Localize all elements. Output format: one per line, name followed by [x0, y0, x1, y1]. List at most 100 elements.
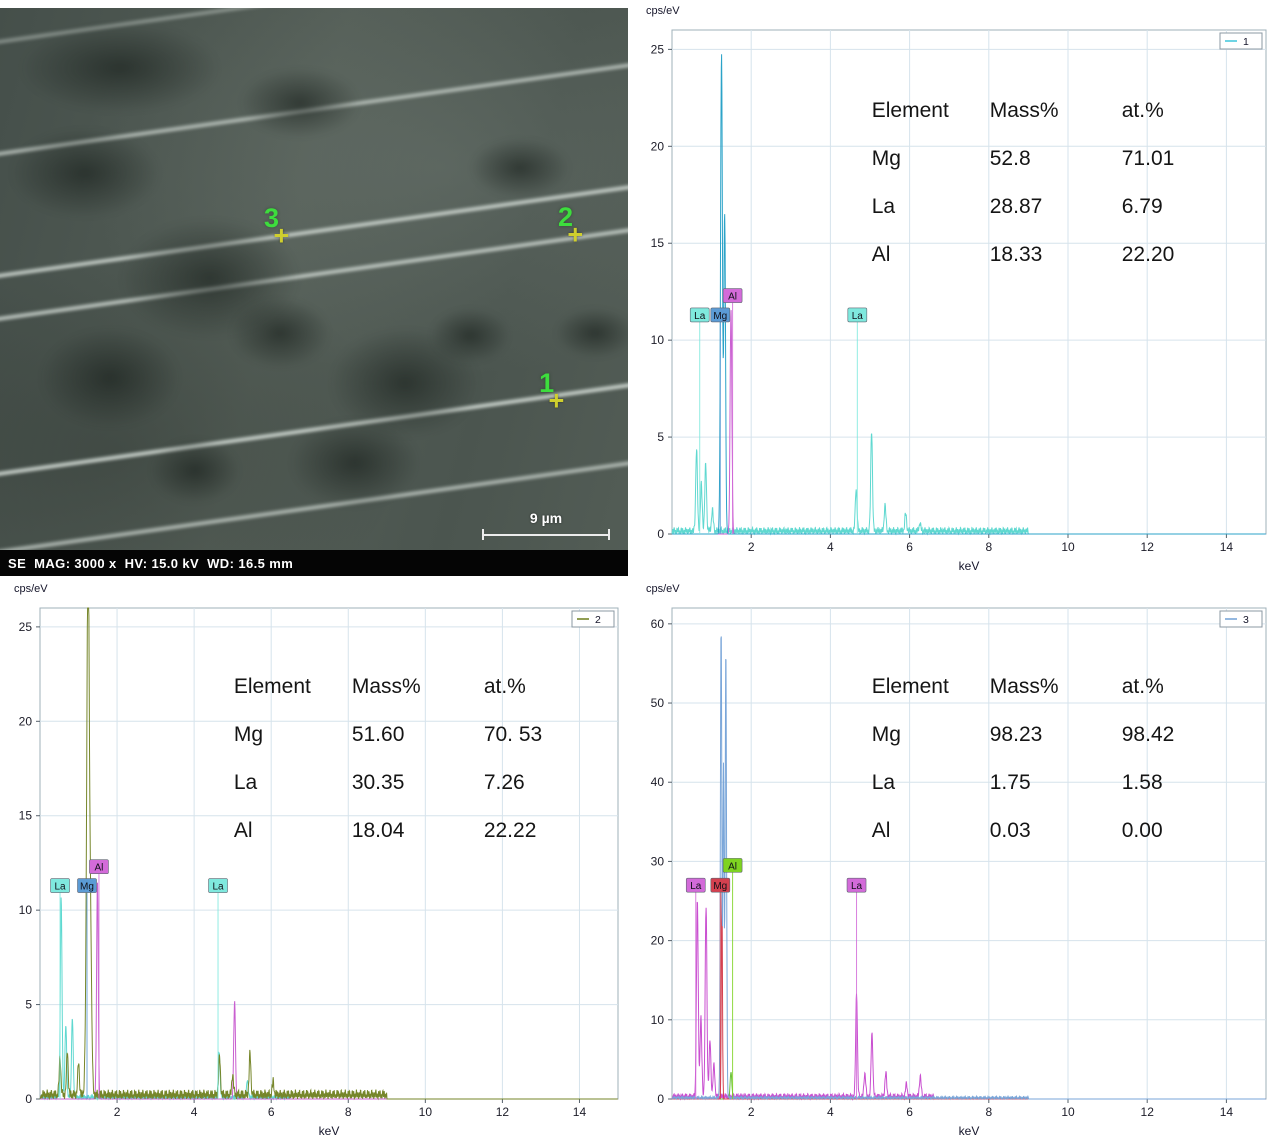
svg-text:5: 5	[657, 430, 664, 444]
sem-blotch	[290, 418, 420, 508]
svg-text:1: 1	[1243, 36, 1249, 48]
spectrum-series-Mg	[672, 54, 1266, 535]
svg-text:12: 12	[496, 1105, 510, 1119]
scale-line	[482, 529, 610, 540]
svg-text:8: 8	[985, 1105, 992, 1119]
table-cell: Al	[871, 818, 891, 842]
sem-blotch	[40, 328, 180, 428]
plot-area	[39, 607, 619, 1100]
svg-text:10: 10	[419, 1105, 433, 1119]
table-cell: 52.8	[989, 146, 1031, 170]
table-header-row: Element Mass% at.%	[872, 87, 1214, 135]
table-row: Mg 51.60 70. 53	[234, 711, 576, 759]
svg-text:La: La	[212, 882, 224, 893]
svg-text:Mg: Mg	[713, 311, 727, 322]
sem-blotch	[10, 128, 160, 218]
svg-text:25: 25	[19, 620, 33, 634]
sem-blotch	[20, 23, 220, 113]
composition-table: Element Mass% at.% Mg 98.23 98.42 La 1.75 1.58 Al…	[872, 663, 1214, 855]
svg-text:2: 2	[748, 1105, 755, 1119]
svg-text:6: 6	[268, 1105, 275, 1119]
svg-text:La: La	[694, 311, 706, 322]
table-cell: La	[871, 770, 896, 794]
svg-text:La: La	[690, 881, 702, 892]
y-axis-label: cps/eV	[14, 583, 48, 595]
svg-text:10: 10	[19, 903, 33, 917]
svg-text:14: 14	[573, 1105, 587, 1119]
table-header: Mass%	[989, 98, 1059, 122]
table-cell: 51.60	[351, 722, 405, 746]
svg-text:3: 3	[1243, 614, 1249, 626]
eds-chart-point-2: 2 4 6 8 10 12 14 0 5 10 15 20 25 cps/eV keV La Mg Al La 2 El…	[0, 578, 632, 1143]
sem-blotch	[555, 308, 628, 358]
gridlines	[672, 30, 1266, 534]
table-header: Mass%	[989, 674, 1059, 698]
table-header: at.%	[1121, 98, 1164, 122]
plot-area	[671, 607, 1267, 1100]
table-header: at.%	[483, 674, 526, 698]
table-row: Al 18.33 22.20	[872, 231, 1214, 279]
gridlines	[40, 608, 618, 1099]
svg-text:50: 50	[651, 696, 665, 710]
plot-area	[671, 29, 1267, 535]
table-cell: 28.87	[989, 194, 1043, 218]
svg-text:4: 4	[191, 1105, 198, 1119]
tick-labels: 2 4 6 8 10 12 14 0 5 10 15 20 25	[651, 42, 1234, 554]
legend: 1	[1219, 32, 1263, 50]
sem-status-bar: SE MAG: 3000 x HV: 15.0 kV WD: 16.5 mm	[0, 550, 628, 576]
svg-text:20: 20	[19, 714, 33, 728]
svg-text:25: 25	[651, 42, 665, 56]
table-cell: 22.22	[483, 818, 537, 842]
svg-text:0: 0	[657, 527, 664, 541]
svg-text:0: 0	[657, 1092, 664, 1106]
point-number: 3	[264, 203, 280, 234]
sem-image: 3 +2 +1 + 9 µm SE MAG: 3000 x HV: 15.0 kV W…	[0, 8, 628, 576]
table-cell: 7.26	[483, 770, 525, 794]
y-axis-label: cps/eV	[646, 583, 680, 595]
svg-text:20: 20	[651, 934, 665, 948]
x-axis-label: keV	[959, 559, 980, 573]
point-cross-icon: +	[567, 219, 584, 250]
x-axis-label: keV	[319, 1124, 340, 1138]
table-cell: 0.00	[1121, 818, 1163, 842]
y-axis-label: cps/eV	[646, 5, 680, 17]
gridlines	[672, 608, 1266, 1099]
table-row: La 28.87 6.79	[872, 183, 1214, 231]
legend: 3	[1219, 610, 1263, 628]
svg-text:2: 2	[114, 1105, 121, 1119]
svg-text:2: 2	[595, 614, 601, 626]
table-cell: Mg	[871, 722, 901, 746]
sem-blotch	[240, 68, 360, 138]
sem-blotch	[470, 138, 570, 198]
point-number: 1	[539, 368, 555, 399]
table-cell: La	[871, 194, 896, 218]
table-cell: 70. 53	[483, 722, 543, 746]
table-cell: 71.01	[1121, 146, 1175, 170]
svg-text:14: 14	[1220, 540, 1234, 554]
svg-text:0: 0	[25, 1092, 32, 1106]
table-cell: 6.79	[1121, 194, 1163, 218]
table-cell: 30.35	[351, 770, 405, 794]
table-cell: 0.03	[989, 818, 1031, 842]
svg-text:2: 2	[748, 540, 755, 554]
tick-labels: 2 4 6 8 10 12 14 0 5 10 15 20 25	[19, 620, 587, 1119]
table-header: Mass%	[351, 674, 421, 698]
table-cell: 18.04	[351, 818, 405, 842]
table-header: Element	[871, 98, 949, 122]
spectrum-series-Mg	[671, 636, 1266, 1101]
svg-text:Mg: Mg	[80, 882, 94, 893]
sem-image-panel: 3 +2 +1 + 9 µm SE MAG: 3000 x HV: 15.0 kV W…	[0, 0, 632, 578]
table-cell: La	[233, 770, 258, 794]
svg-text:10: 10	[651, 333, 665, 347]
table-header: Element	[871, 674, 949, 698]
svg-text:10: 10	[651, 1013, 665, 1027]
svg-text:Al: Al	[728, 861, 737, 872]
table-cell: 98.42	[1121, 722, 1175, 746]
point-cross-icon: +	[548, 385, 565, 416]
svg-text:La: La	[851, 881, 863, 892]
